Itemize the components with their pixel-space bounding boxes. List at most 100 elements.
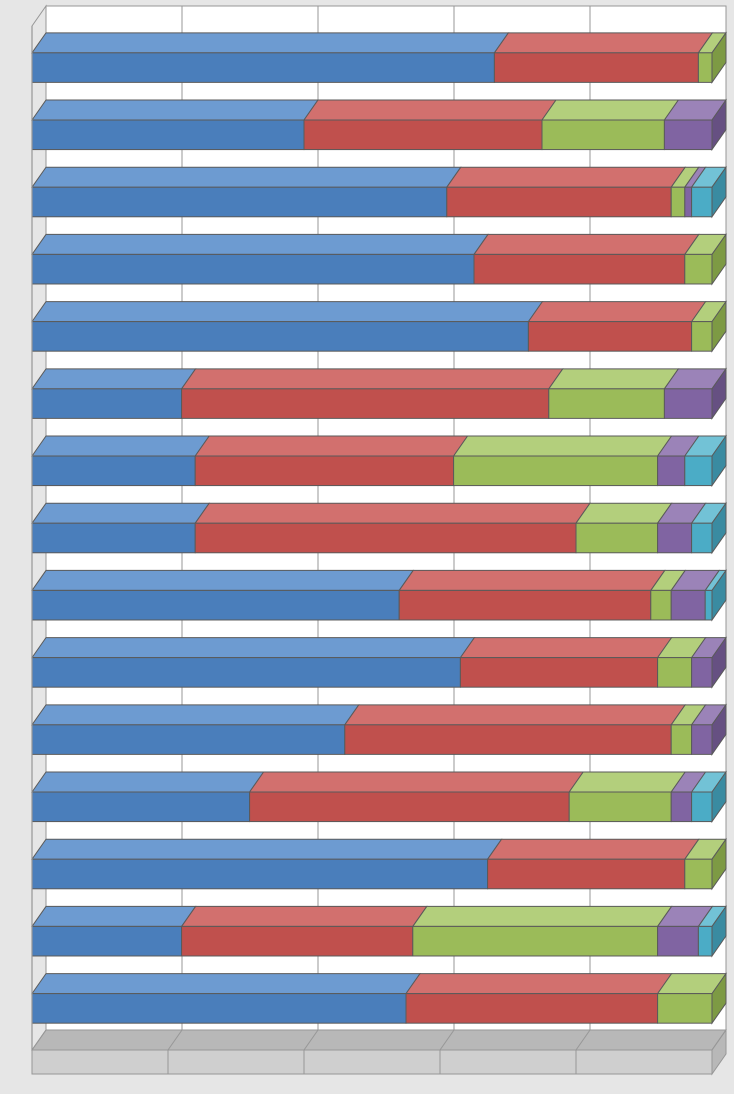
bar-top [32, 570, 413, 590]
bar-segment [182, 389, 549, 419]
bar-segment [32, 187, 447, 217]
bar-segment [664, 389, 712, 419]
bar-top [569, 772, 685, 792]
bar-segment [576, 523, 658, 553]
bar-top [250, 772, 584, 792]
bar-top [304, 100, 556, 120]
bar-top [494, 33, 712, 53]
bar-segment [658, 926, 699, 956]
bar-segment [32, 523, 195, 553]
bar-top [32, 839, 502, 859]
bar-segment [698, 926, 712, 956]
bar-segment [542, 120, 664, 150]
bar-segment [692, 322, 712, 352]
bar-segment [569, 792, 671, 822]
stacked-bar-chart-3d [0, 0, 734, 1094]
bar-segment [32, 120, 304, 150]
bar-segment [692, 792, 712, 822]
bar-segment [32, 859, 488, 889]
bar-segment [658, 658, 692, 688]
bar-top [413, 906, 672, 926]
bar-segment [182, 926, 413, 956]
bar-segment [651, 590, 671, 620]
bar-top [447, 167, 685, 187]
bar-segment [32, 254, 474, 284]
bar-segment [685, 859, 712, 889]
bar-segment [250, 792, 570, 822]
bar-segment [692, 187, 712, 217]
bar-segment [488, 859, 685, 889]
bar-segment [454, 456, 658, 486]
bar-segment [698, 53, 712, 83]
bar-top [528, 302, 705, 322]
bars-group [32, 33, 726, 1023]
bar-segment [664, 120, 712, 150]
bar-top [32, 234, 488, 254]
bar-segment [685, 187, 692, 217]
bar-top [32, 167, 461, 187]
bar-top [195, 503, 590, 523]
bar-top [32, 33, 508, 53]
bar-segment [671, 590, 705, 620]
bar-top [460, 638, 671, 658]
bar-segment [399, 590, 651, 620]
bar-top [32, 369, 196, 389]
bar-segment [32, 389, 182, 419]
bar-top [32, 100, 318, 120]
bar-segment [32, 926, 182, 956]
bar-top [195, 436, 467, 456]
bar-top [454, 436, 672, 456]
bar-segment [406, 994, 658, 1024]
bar-segment [692, 523, 712, 553]
bar-top [399, 570, 665, 590]
bar-segment [658, 523, 692, 553]
bar-segment [549, 389, 665, 419]
bar-segment [671, 792, 691, 822]
bar-segment [32, 658, 460, 688]
bar-segment [32, 725, 345, 755]
bar-segment [685, 456, 712, 486]
bar-segment [32, 53, 494, 83]
bar-segment [692, 658, 712, 688]
bar-top [488, 839, 699, 859]
bar-top [32, 906, 196, 926]
bar-segment [671, 187, 685, 217]
bar-top [182, 369, 563, 389]
bar-segment [528, 322, 691, 352]
bar-segment [195, 523, 576, 553]
bar-segment [658, 456, 685, 486]
bar-top [549, 369, 679, 389]
bar-segment [413, 926, 658, 956]
bar-segment [658, 994, 712, 1024]
bar-segment [671, 725, 691, 755]
bar-segment [692, 725, 712, 755]
bar-top [32, 638, 474, 658]
floor-top [32, 1030, 726, 1050]
chart-svg [0, 0, 734, 1094]
bar-segment [195, 456, 453, 486]
bar-top [542, 100, 678, 120]
bar-segment [345, 725, 671, 755]
bar-segment [460, 658, 657, 688]
bar-top [406, 974, 672, 994]
floor-front [32, 1050, 712, 1074]
bar-top [32, 503, 209, 523]
bar-segment [685, 254, 712, 284]
bar-segment [304, 120, 542, 150]
bar-segment [32, 792, 250, 822]
bar-top [32, 974, 420, 994]
bar-segment [494, 53, 698, 83]
bar-top [32, 772, 264, 792]
bar-top [32, 436, 209, 456]
bar-top [474, 234, 699, 254]
bar-segment [705, 590, 712, 620]
bar-top [32, 705, 359, 725]
bar-segment [32, 590, 399, 620]
bar-segment [32, 456, 195, 486]
bar-top [182, 906, 427, 926]
bar-segment [447, 187, 671, 217]
bar-top [345, 705, 685, 725]
bar-segment [32, 322, 528, 352]
bar-segment [32, 994, 406, 1024]
bar-segment [474, 254, 685, 284]
